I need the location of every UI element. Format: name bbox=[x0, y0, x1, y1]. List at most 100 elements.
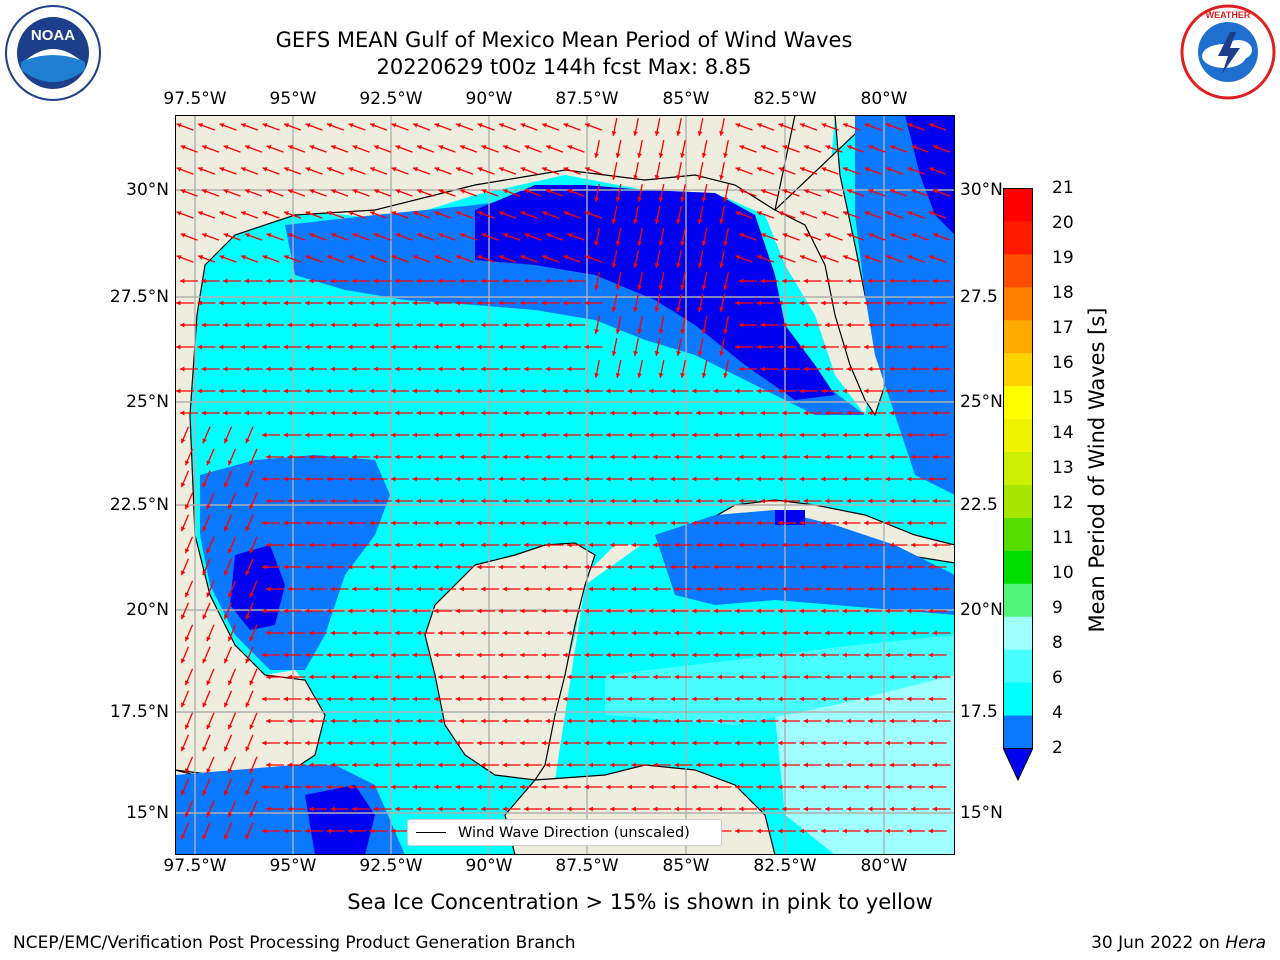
wind-wave-arrow bbox=[842, 255, 861, 263]
wind-wave-arrow bbox=[373, 278, 392, 284]
lon-tick-bottom: 97.5°W bbox=[163, 856, 227, 876]
wind-wave-arrow bbox=[416, 278, 435, 284]
wind-wave-arrow bbox=[868, 498, 886, 504]
wind-wave-arrow bbox=[760, 278, 779, 284]
wind-wave-arrow bbox=[868, 278, 886, 284]
wind-wave-arrow bbox=[735, 388, 753, 394]
wind-wave-arrow bbox=[348, 476, 366, 482]
wind-wave-arrow bbox=[885, 520, 904, 526]
wind-wave-arrow bbox=[799, 344, 818, 350]
wind-wave-arrow bbox=[606, 476, 624, 482]
wind-wave-arrow bbox=[697, 206, 704, 224]
wind-wave-arrow bbox=[803, 410, 822, 416]
wind-wave-arrow bbox=[180, 233, 198, 241]
wind-wave-arrow bbox=[649, 608, 667, 614]
wind-wave-arrow bbox=[348, 344, 366, 350]
wind-wave-arrow bbox=[227, 580, 237, 598]
wind-wave-arrow bbox=[524, 145, 542, 153]
wind-wave-arrow bbox=[889, 322, 908, 328]
wind-wave-arrow bbox=[498, 255, 517, 263]
wind-wave-arrow bbox=[739, 233, 757, 241]
wind-wave-arrow bbox=[889, 189, 908, 197]
wind-wave-arrow bbox=[201, 278, 220, 284]
wind-wave-arrow bbox=[434, 300, 452, 306]
noaa-logo: NOAA bbox=[4, 4, 102, 102]
wind-wave-arrow bbox=[782, 410, 800, 416]
wind-wave-arrow bbox=[717, 410, 736, 416]
wind-wave-arrow bbox=[696, 586, 714, 592]
wind-wave-arrow bbox=[653, 454, 671, 460]
wind-wave-arrow bbox=[735, 476, 753, 482]
wind-wave-arrow bbox=[219, 123, 237, 131]
wind-wave-arrow bbox=[584, 167, 603, 175]
lat-tick-left: 15°N bbox=[126, 803, 169, 823]
wind-wave-arrow bbox=[330, 145, 349, 153]
wind-wave-arrow bbox=[821, 476, 839, 482]
wind-wave-arrow bbox=[326, 255, 345, 263]
wind-wave-arrow bbox=[223, 322, 241, 328]
wind-wave-arrow bbox=[676, 206, 682, 224]
wind-wave-arrow bbox=[670, 388, 689, 394]
wind-wave-arrow bbox=[692, 608, 710, 614]
wind-wave-arrow bbox=[223, 558, 233, 576]
wind-wave-arrow bbox=[481, 454, 499, 460]
wind-wave-arrow bbox=[416, 189, 435, 197]
wind-wave-arrow bbox=[206, 580, 215, 598]
wind-wave-arrow bbox=[369, 167, 388, 175]
wind-wave-arrow bbox=[283, 300, 302, 306]
wind-wave-arrow bbox=[864, 167, 882, 175]
wind-wave-arrow bbox=[477, 211, 495, 219]
wind-wave-arrow bbox=[889, 366, 908, 372]
wind-wave-arrow bbox=[889, 233, 908, 241]
wind-wave-arrow bbox=[563, 123, 581, 131]
colorbar-segment bbox=[1003, 550, 1033, 584]
wind-wave-arrow bbox=[197, 300, 216, 306]
wind-wave-arrow bbox=[717, 454, 736, 460]
wind-wave-arrow bbox=[713, 476, 732, 482]
wind-wave-arrow bbox=[588, 410, 607, 416]
wind-wave-arrow bbox=[584, 564, 603, 570]
wind-wave-arrow bbox=[395, 586, 413, 592]
wind-wave-arrow bbox=[606, 564, 624, 570]
wind-wave-arrow bbox=[348, 255, 366, 263]
wind-wave-arrow bbox=[541, 520, 560, 526]
wind-wave-arrow bbox=[373, 410, 392, 416]
wind-wave-arrow bbox=[266, 410, 284, 416]
wind-wave-arrow bbox=[545, 189, 564, 197]
wind-wave-arrow bbox=[180, 470, 190, 488]
lon-tick-top: 85°W bbox=[662, 89, 710, 109]
lat-tick-right: 30°N bbox=[960, 180, 1003, 200]
wind-wave-arrow bbox=[701, 272, 708, 290]
wind-wave-arrow bbox=[201, 189, 220, 197]
wind-wave-arrow bbox=[180, 189, 198, 197]
wind-wave-arrow bbox=[520, 344, 538, 350]
wind-wave-arrow bbox=[391, 564, 409, 570]
wind-wave-arrow bbox=[594, 228, 600, 246]
wind-wave-arrow bbox=[545, 410, 564, 416]
wind-wave-arrow bbox=[680, 228, 686, 246]
wind-wave-arrow bbox=[701, 360, 708, 378]
wind-wave-arrow bbox=[907, 564, 925, 570]
wind-wave-arrow bbox=[481, 586, 499, 592]
wind-wave-arrow bbox=[438, 410, 456, 416]
wind-wave-arrow bbox=[309, 630, 327, 636]
wind-wave-arrow bbox=[352, 322, 370, 328]
colorbar-tick: 9 bbox=[1052, 598, 1063, 618]
wind-wave-arrow bbox=[481, 233, 499, 241]
wind-wave-arrow bbox=[541, 344, 560, 350]
colorbar-segment bbox=[1003, 682, 1033, 716]
wind-wave-arrow bbox=[498, 123, 517, 131]
colorbar-tick: 14 bbox=[1052, 423, 1074, 443]
wind-wave-arrow bbox=[928, 167, 947, 175]
wind-wave-arrow bbox=[584, 123, 603, 131]
wind-wave-arrow bbox=[760, 189, 779, 197]
wind-wave-arrow bbox=[911, 189, 929, 197]
wind-wave-arrow bbox=[739, 322, 757, 328]
wind-wave-arrow bbox=[305, 211, 323, 219]
nws-logo: WEATHER bbox=[1180, 4, 1276, 100]
wind-wave-arrow bbox=[778, 211, 796, 219]
wind-wave-arrow bbox=[455, 123, 474, 131]
wind-wave-arrow bbox=[223, 410, 241, 416]
wind-wave-arrow bbox=[735, 564, 753, 570]
wind-wave-arrow bbox=[481, 542, 499, 548]
